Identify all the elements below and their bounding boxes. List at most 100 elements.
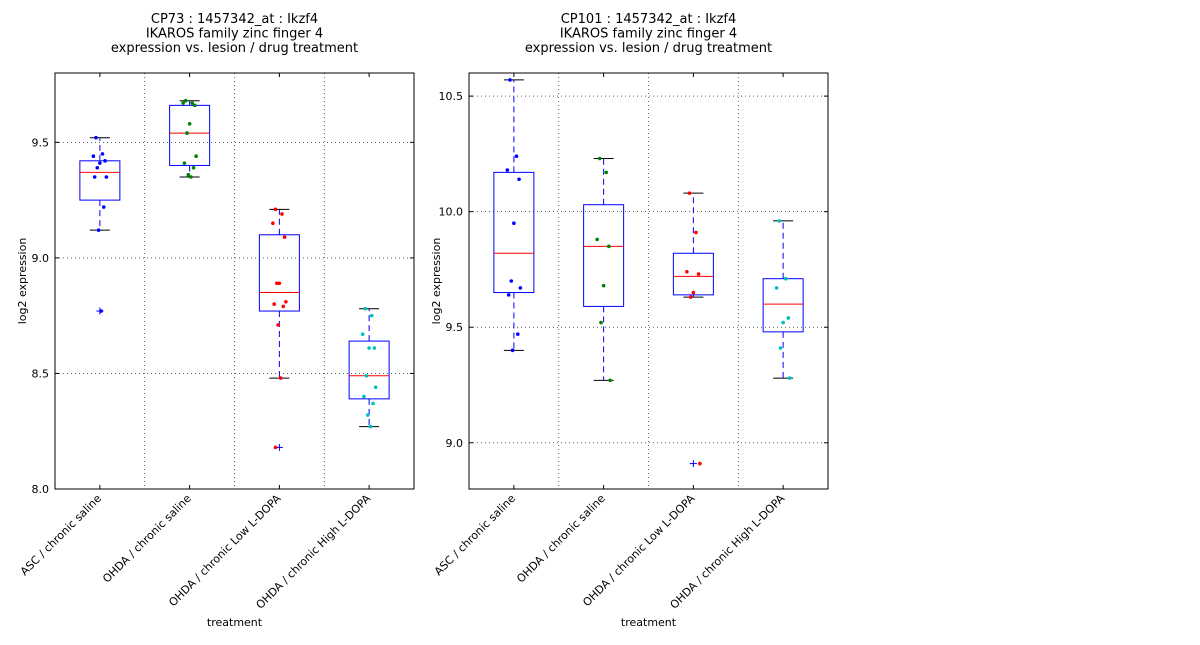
y-axis-label: log2 expression xyxy=(16,238,29,325)
data-point xyxy=(103,159,107,163)
data-point xyxy=(373,385,378,390)
data-point xyxy=(514,154,519,158)
data-point xyxy=(91,154,96,158)
data-point xyxy=(369,313,374,318)
box-1 xyxy=(493,78,535,353)
data-point xyxy=(362,394,366,399)
x-axis-label: treatment xyxy=(207,616,263,629)
chart-title-line: expression vs. lesion / drug treatment xyxy=(525,41,772,56)
box-3 xyxy=(258,207,300,451)
box-1 xyxy=(79,135,121,315)
data-point xyxy=(104,175,109,179)
data-point xyxy=(608,378,612,383)
box-iqr xyxy=(258,234,300,312)
data-point xyxy=(515,332,520,336)
data-point xyxy=(366,413,370,417)
data-point xyxy=(277,281,282,286)
x-tick-label: ASC / chronic saline xyxy=(432,492,518,578)
box-iqr xyxy=(348,340,390,400)
data-point xyxy=(280,212,284,216)
data-point xyxy=(595,237,599,242)
data-point xyxy=(100,152,105,156)
data-point xyxy=(276,323,280,327)
data-point xyxy=(777,219,782,223)
data-point xyxy=(99,309,103,313)
data-point xyxy=(510,348,515,353)
data-point xyxy=(691,290,696,295)
data-point xyxy=(273,445,278,450)
data-point xyxy=(101,205,106,209)
data-point xyxy=(98,161,102,165)
plot-frame xyxy=(54,72,415,490)
data-point xyxy=(271,221,275,226)
data-point xyxy=(372,346,377,350)
data-point xyxy=(363,306,368,311)
data-point xyxy=(274,281,279,286)
data-point xyxy=(688,295,693,299)
y-tick-label: 8.5 xyxy=(32,367,50,380)
box-2 xyxy=(583,156,625,383)
data-point xyxy=(601,283,606,288)
data-point xyxy=(518,286,523,290)
data-point xyxy=(185,131,189,135)
data-point xyxy=(371,401,375,406)
data-point xyxy=(181,101,185,105)
data-point xyxy=(92,175,97,179)
data-point xyxy=(96,228,101,232)
data-point xyxy=(190,101,195,105)
data-point xyxy=(607,244,611,249)
data-point xyxy=(597,156,602,161)
box-iqr xyxy=(79,160,121,201)
data-point xyxy=(186,172,191,177)
y-tick-label: 9.0 xyxy=(32,252,50,265)
data-point xyxy=(183,98,188,103)
data-point xyxy=(360,332,365,336)
data-point xyxy=(272,302,276,306)
data-point xyxy=(278,376,283,380)
data-point xyxy=(364,373,369,378)
data-point xyxy=(512,221,516,226)
box-4 xyxy=(348,306,390,429)
data-point xyxy=(694,230,698,235)
data-point xyxy=(786,316,791,320)
data-point xyxy=(182,161,187,165)
chart-title-line: CP73 : 1457342_at : Ikzf4 xyxy=(151,12,318,27)
chart-title-line: IKAROS family zinc finger 4 xyxy=(560,27,737,42)
y-tick-label: 10.0 xyxy=(439,206,464,219)
data-point xyxy=(698,461,702,466)
y-tick-label: 9.5 xyxy=(32,136,50,149)
data-point xyxy=(506,293,511,297)
data-point xyxy=(191,165,196,170)
data-point xyxy=(509,279,514,283)
data-point xyxy=(189,175,193,179)
box-iqr xyxy=(169,104,211,166)
data-point xyxy=(517,177,521,182)
data-point xyxy=(685,269,689,274)
data-point xyxy=(187,122,192,126)
chart-title-line: expression vs. lesion / drug treatment xyxy=(111,41,358,56)
box-iqr xyxy=(672,252,714,296)
data-point xyxy=(367,346,371,350)
y-axis-label: log2 expression xyxy=(430,238,443,325)
plot-frame xyxy=(468,72,829,490)
data-point xyxy=(282,235,287,239)
y-tick-label: 9.5 xyxy=(446,321,464,334)
data-point xyxy=(778,346,783,350)
data-point xyxy=(783,276,788,281)
data-point xyxy=(281,304,286,309)
data-point xyxy=(508,78,512,82)
data-point xyxy=(284,300,288,304)
box-2 xyxy=(169,98,211,179)
chart-title-line: IKAROS family zinc finger 4 xyxy=(146,27,323,42)
data-point xyxy=(193,103,197,108)
box-4 xyxy=(762,219,804,380)
data-point xyxy=(94,135,98,140)
box-iqr xyxy=(493,171,535,294)
data-point xyxy=(774,286,779,290)
x-axis-label: treatment xyxy=(621,616,677,629)
x-tick-label: OHDA / chronic saline xyxy=(100,492,194,586)
data-point xyxy=(687,191,692,195)
